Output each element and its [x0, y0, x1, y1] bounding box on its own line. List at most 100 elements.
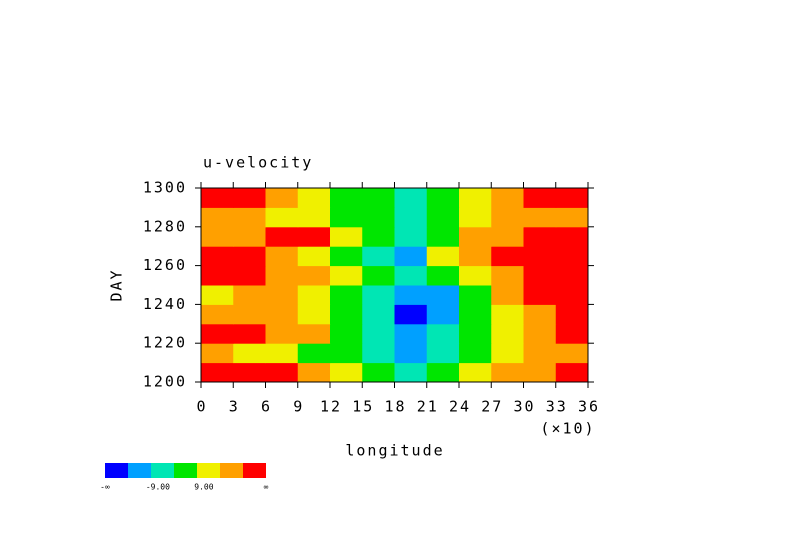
heat-cell: [233, 188, 266, 208]
heat-cell: [297, 304, 331, 325]
heat-cell: [233, 207, 266, 228]
heat-cell: [362, 265, 395, 286]
heat-cell: [523, 362, 557, 383]
heat-cell: [491, 285, 524, 305]
heat-cell: [491, 226, 524, 247]
heat-cell: [265, 246, 299, 267]
heat-cell: [426, 188, 460, 208]
x-tick-label: 3: [229, 398, 240, 416]
heat-cell: [394, 207, 428, 228]
heat-cell: [555, 226, 589, 247]
y-axis-label: DAY: [108, 268, 126, 301]
heat-cell: [362, 343, 395, 364]
heat-cell: [459, 304, 492, 325]
heat-cell: [330, 304, 363, 325]
heat-cell: [459, 188, 492, 208]
x-tick-label: 9: [293, 398, 304, 416]
heat-cell: [233, 362, 266, 383]
heat-cell: [362, 207, 395, 228]
heat-cell: [362, 304, 395, 325]
heat-cell: [555, 343, 589, 364]
colorbar-swatch: [128, 463, 151, 478]
heat-cell: [201, 362, 234, 383]
y-tick-label: 1220: [143, 334, 187, 352]
heat-cell: [426, 343, 460, 364]
heat-cell: [459, 207, 492, 228]
heat-cell: [297, 246, 331, 267]
heat-cell: [265, 343, 299, 364]
heat-cell: [555, 246, 589, 267]
heat-cell: [459, 265, 492, 286]
heat-cell: [426, 226, 460, 247]
heat-cell: [362, 362, 395, 383]
heat-cell: [233, 304, 266, 325]
heat-cell: [426, 246, 460, 267]
heat-cell: [491, 207, 524, 228]
heat-cell: [330, 323, 363, 344]
heat-cell: [265, 226, 299, 247]
heat-cell: [523, 323, 557, 344]
colorbar-label: ∞: [264, 483, 269, 492]
heat-cell: [491, 343, 524, 364]
heat-cell: [330, 362, 363, 383]
heat-cell: [555, 207, 589, 228]
heat-cell: [297, 226, 331, 247]
heat-cell: [459, 285, 492, 305]
colorbar-swatch: [174, 463, 197, 478]
colorbar-swatch: [197, 463, 220, 478]
heat-cell: [362, 246, 395, 267]
heat-cell: [555, 304, 589, 325]
heat-cell: [201, 246, 234, 267]
heat-cell: [394, 285, 428, 305]
colorbar-swatch: [105, 463, 128, 478]
heat-cell: [201, 304, 234, 325]
heat-cell: [394, 265, 428, 286]
heat-cell: [459, 246, 492, 267]
x-tick-label: 18: [384, 398, 406, 416]
heat-cell: [523, 304, 557, 325]
heat-cell: [201, 265, 234, 286]
heat-cell: [201, 188, 234, 208]
heat-cell: [523, 207, 557, 228]
y-tick-label: 1300: [143, 179, 187, 197]
heat-cell: [426, 323, 460, 344]
heat-cell: [297, 285, 331, 305]
heat-cell: [555, 362, 589, 383]
y-tick-label: 1280: [143, 217, 187, 235]
heat-cell: [362, 285, 395, 305]
heat-cell: [459, 343, 492, 364]
heat-cell: [394, 343, 428, 364]
heat-cell: [265, 362, 299, 383]
colorbar-swatch: [243, 463, 266, 478]
x-tick-label: 6: [261, 398, 272, 416]
heat-cell: [491, 362, 524, 383]
heat-cell: [233, 285, 266, 305]
heat-cell: [394, 226, 428, 247]
heat-cell: [265, 304, 299, 325]
heat-cell: [297, 323, 331, 344]
heat-cell: [201, 343, 234, 364]
heat-cell: [555, 285, 589, 305]
heat-cell: [330, 285, 363, 305]
heat-cell: [426, 362, 460, 383]
heat-cell: [523, 226, 557, 247]
heat-cell: [426, 265, 460, 286]
colorbar-swatch: [151, 463, 174, 478]
heat-cell: [394, 323, 428, 344]
heat-cell: [297, 207, 331, 228]
heat-cell: [362, 188, 395, 208]
x-tick-label: 24: [449, 398, 471, 416]
heat-cell: [265, 207, 299, 228]
heat-cell: [330, 246, 363, 267]
x-tick-label: 30: [513, 398, 535, 416]
heat-cell: [394, 304, 428, 325]
heat-cell: [523, 285, 557, 305]
x-tick-label: 12: [320, 398, 342, 416]
heat-cell: [491, 265, 524, 286]
heat-cell: [362, 323, 395, 344]
x-tick-label: 27: [481, 398, 503, 416]
y-tick-label: 1240: [143, 295, 187, 313]
colorbar-swatch: [220, 463, 243, 478]
heat-cell: [233, 343, 266, 364]
